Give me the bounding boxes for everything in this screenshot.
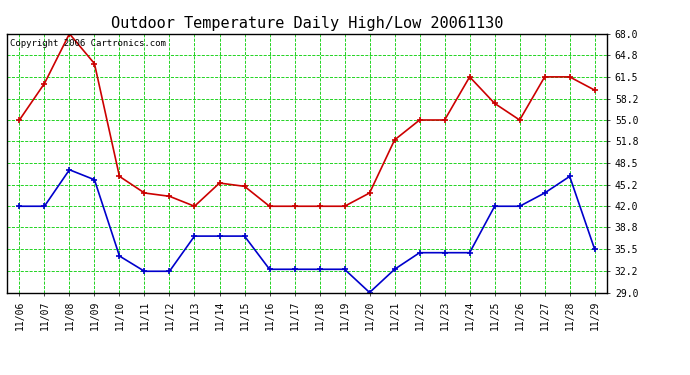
Text: Copyright 2006 Cartronics.com: Copyright 2006 Cartronics.com [10, 39, 166, 48]
Title: Outdoor Temperature Daily High/Low 20061130: Outdoor Temperature Daily High/Low 20061… [111, 16, 503, 31]
